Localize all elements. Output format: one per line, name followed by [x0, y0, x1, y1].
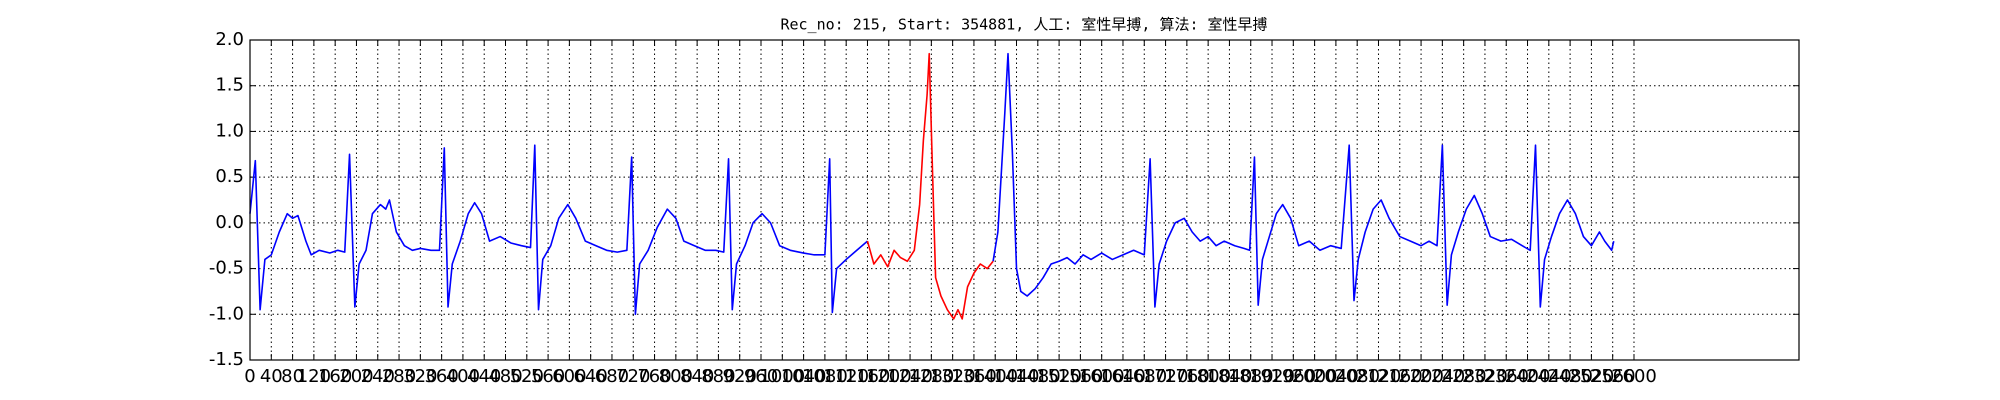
x-tick-label: 2200: [1398, 366, 1444, 387]
y-tick-label: -1.5: [209, 349, 244, 370]
x-tick-label: 2120: [1356, 366, 1402, 387]
x-tick-label: 2160: [1377, 366, 1423, 387]
x-tick-label: 880: [701, 366, 735, 387]
x-tick-label: 1040: [781, 366, 827, 387]
x-tick-label: 1600: [1079, 366, 1125, 387]
ecg-line: [249, 52, 1615, 316]
x-tick-label: 1640: [1100, 366, 1146, 387]
x-tick-label: 1160: [845, 366, 891, 387]
x-tick-label: 480: [488, 366, 522, 387]
x-tick-label: 1680: [1121, 366, 1167, 387]
x-tick-label: 760: [637, 366, 671, 387]
x-tick-label: 1840: [1207, 366, 1253, 387]
x-tick-label: 1000: [759, 366, 805, 387]
x-tick-label: 2080: [1334, 366, 1380, 387]
x-tick-label: 200: [339, 366, 373, 387]
x-tick-label: 120: [297, 366, 331, 387]
x-tick-label: 1920: [1249, 366, 1295, 387]
x-tick-label: 1400: [972, 366, 1018, 387]
x-tick-label: 920: [723, 366, 757, 387]
x-tick-label: 520: [510, 366, 544, 387]
x-tick-label: 1280: [908, 366, 954, 387]
x-tick-label: 2480: [1547, 366, 1593, 387]
x-tick-label: 1200: [866, 366, 912, 387]
x-tick-label: 560: [531, 366, 565, 387]
x-tick-label: 1080: [802, 366, 848, 387]
x-tick-label: 1320: [930, 366, 976, 387]
x-tick-label: 2560: [1590, 366, 1636, 387]
x-tick-label: 40: [260, 366, 283, 387]
x-tick-label: 680: [595, 366, 629, 387]
x-tick-label: 1560: [1057, 366, 1103, 387]
x-tick-label: 360: [424, 366, 458, 387]
x-tick-label: 2320: [1462, 366, 1508, 387]
x-tick-label: 1720: [1143, 366, 1189, 387]
y-tick-label: -0.5: [209, 258, 244, 279]
y-tick-label: 2.0: [215, 29, 244, 50]
plot-frame: [249, 39, 1800, 361]
x-tick-label: 320: [403, 366, 437, 387]
x-tick-label: 280: [382, 366, 416, 387]
ecg-line: [866, 52, 994, 320]
x-tick-label: 80: [281, 366, 304, 387]
x-tick-label: 600: [552, 366, 586, 387]
x-tick-label: 1520: [1036, 366, 1082, 387]
x-tick-label: 2400: [1505, 366, 1551, 387]
x-tick-label: 960: [744, 366, 778, 387]
y-tick-label: -1.0: [209, 303, 244, 324]
x-tick-label: 1240: [887, 366, 933, 387]
x-tick-label: 2360: [1483, 366, 1529, 387]
x-tick-label: 1960: [1270, 366, 1316, 387]
x-tick-label: 1360: [951, 366, 997, 387]
x-tick-label: 400: [446, 366, 480, 387]
x-tick-label: 1800: [1185, 366, 1231, 387]
x-tick-label: 720: [616, 366, 650, 387]
y-tick-label: 1.0: [215, 120, 244, 141]
x-tick-label: 2040: [1313, 366, 1359, 387]
x-tick-label: 840: [680, 366, 714, 387]
x-tick-label: 0: [244, 366, 255, 387]
x-tick-label: 2240: [1419, 366, 1465, 387]
y-tick-label: 0.5: [215, 166, 244, 187]
y-tick-label: 1.5: [215, 75, 244, 96]
x-tick-label: 2440: [1526, 366, 1572, 387]
x-tick-label: 1440: [994, 366, 1040, 387]
x-tick-label: 800: [659, 366, 693, 387]
x-tick-label: 2520: [1568, 366, 1614, 387]
x-tick-label: 240: [361, 366, 395, 387]
x-tick-label: 2000: [1292, 366, 1338, 387]
x-tick-label: 2600: [1611, 366, 1657, 387]
x-tick-label: 1120: [823, 366, 869, 387]
y-tick-label: 0.0: [215, 212, 244, 233]
x-tick-label: 1880: [1228, 366, 1274, 387]
x-tick-label: 1760: [1164, 366, 1210, 387]
x-tick-label: 160: [318, 366, 352, 387]
x-tick-label: 440: [467, 366, 501, 387]
chart-title: Rec_no: 215, Start: 354881, 人工: 室性早搏, 算法…: [780, 16, 1267, 34]
x-tick-label: 640: [573, 366, 607, 387]
x-tick-label: 1480: [1015, 366, 1061, 387]
x-tick-label: 2280: [1441, 366, 1487, 387]
